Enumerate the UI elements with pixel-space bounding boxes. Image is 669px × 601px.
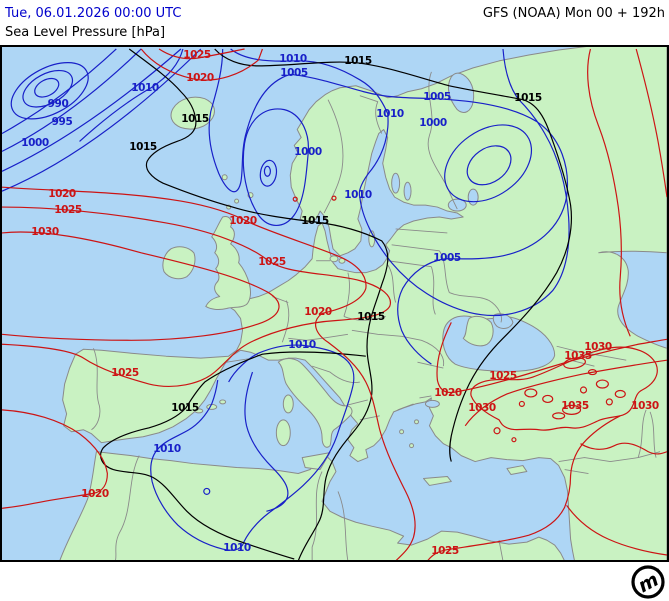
logo-apostrophe [655, 568, 663, 575]
sea-marmara [424, 399, 440, 408]
land-crete [422, 475, 452, 486]
sea-caspian [598, 250, 667, 349]
land-eurasia [62, 47, 667, 560]
country-border-layer [91, 71, 661, 560]
land-corsica [282, 394, 294, 414]
land-aegean-island-2 [409, 443, 415, 449]
land-sardinia [275, 419, 291, 447]
site-logo: m [631, 565, 665, 599]
parameter-title: Sea Level Pressure [hPa] [5, 25, 166, 40]
map-datetime: Tue, 06.01.2026 00:00 UTC [5, 6, 182, 21]
land-iceland [170, 96, 215, 130]
model-run-info: GFS (NOAA) Mon 00 + 192h [482, 6, 665, 21]
land-layer [59, 47, 667, 560]
isobar-red-layer [2, 48, 667, 560]
land-menorca [219, 399, 227, 405]
land-ireland [162, 246, 196, 280]
lake-finland-2 [403, 181, 412, 201]
land-cyprus [506, 465, 528, 475]
land-aegean-island-3 [414, 419, 419, 425]
land-hebrides [234, 198, 240, 204]
land-aegean-island-1 [399, 429, 405, 435]
land-north-africa [59, 451, 565, 560]
lake-onega [467, 188, 479, 206]
land-crimea [462, 315, 494, 347]
land-italy [277, 358, 353, 448]
isobar-blue-layer [2, 48, 570, 551]
land-great-britain [205, 216, 251, 310]
lake-finland-1 [391, 172, 401, 194]
pressure-map [0, 45, 669, 562]
land-ibiza [194, 408, 204, 414]
land-zealand [329, 255, 339, 263]
inland-sea-layer [391, 72, 667, 408]
lake-ladoga [447, 198, 467, 212]
isobar-black-layer [100, 48, 572, 560]
land-sicily [301, 452, 331, 471]
land-faroe [221, 174, 228, 181]
pressure-map-svg [2, 47, 667, 560]
logo-circle [631, 565, 665, 599]
